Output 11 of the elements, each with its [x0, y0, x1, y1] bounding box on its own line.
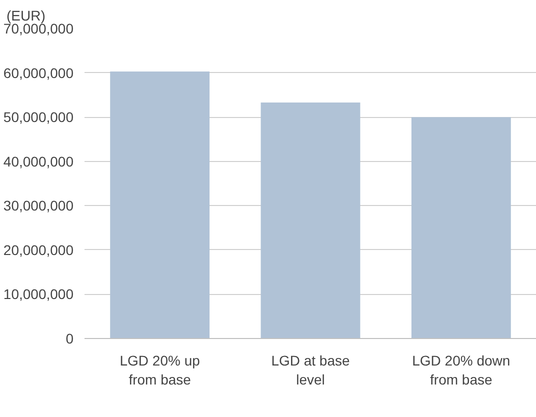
- x-tick-label: LGD 20% up from base: [120, 352, 200, 388]
- y-tick-label: 10,000,000: [3, 286, 74, 302]
- y-tick-label: 0: [66, 330, 74, 346]
- x-tick-label: LGD 20% down from base: [412, 352, 510, 388]
- x-tick-label: LGD at base level: [271, 352, 350, 388]
- y-tick-label: 40,000,000: [3, 153, 74, 170]
- y-tick-label: 30,000,000: [3, 198, 74, 214]
- y-axis-title: (EUR): [6, 8, 46, 24]
- y-tick-label: 50,000,000: [3, 109, 74, 126]
- y-tick-label: 20,000,000: [3, 242, 74, 258]
- y-tick-label: 60,000,000: [3, 64, 74, 81]
